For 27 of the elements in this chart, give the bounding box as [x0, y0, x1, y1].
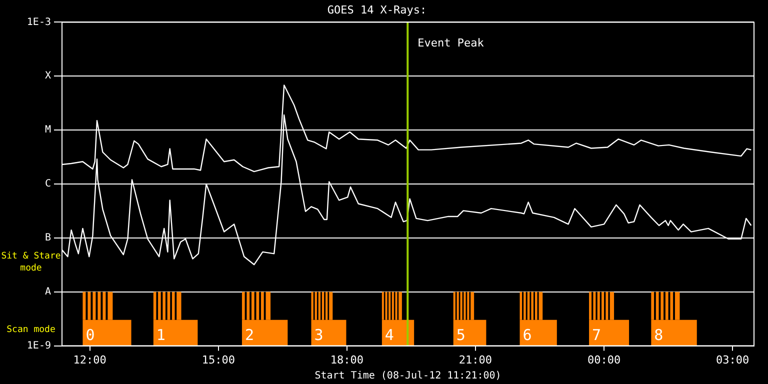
chart-title: GOES 14 X-Rays:	[327, 3, 427, 16]
ref-line-label: Event Peak	[418, 36, 484, 50]
x-tick-label: 00:00	[587, 353, 621, 366]
text: Scan mode	[6, 325, 56, 336]
band-label: 0	[86, 326, 95, 344]
band-label: 7	[592, 326, 602, 344]
x-axis-title: Start Time (08-Jul-12 11:21:00)	[314, 370, 502, 382]
band-label: 8	[654, 326, 664, 344]
y-tick-label: C	[44, 178, 51, 190]
band-label: 6	[522, 326, 532, 344]
y-tick-label: M	[44, 124, 51, 136]
band-label: 4	[384, 326, 394, 344]
y-tick-label: 1E-9	[26, 340, 51, 352]
x-tick-label: 12:00	[73, 353, 106, 366]
y-tick-label: X	[44, 70, 51, 82]
y-tick-label: B	[44, 232, 51, 244]
band-label: 5	[456, 326, 466, 344]
band-label: 3	[314, 326, 324, 344]
band-label: 1	[156, 326, 166, 344]
band-label: 2	[244, 326, 254, 344]
x-tick-label: 03:00	[716, 353, 750, 366]
y-tick-label: 1E-3	[26, 16, 51, 28]
x-tick-label: 21:00	[458, 353, 492, 366]
text: Sit & Stare mode	[1, 252, 61, 274]
x-tick-label: 18:00	[330, 353, 364, 366]
x-tick-label: 15:00	[202, 353, 235, 366]
y-tick-label: A	[44, 286, 51, 298]
